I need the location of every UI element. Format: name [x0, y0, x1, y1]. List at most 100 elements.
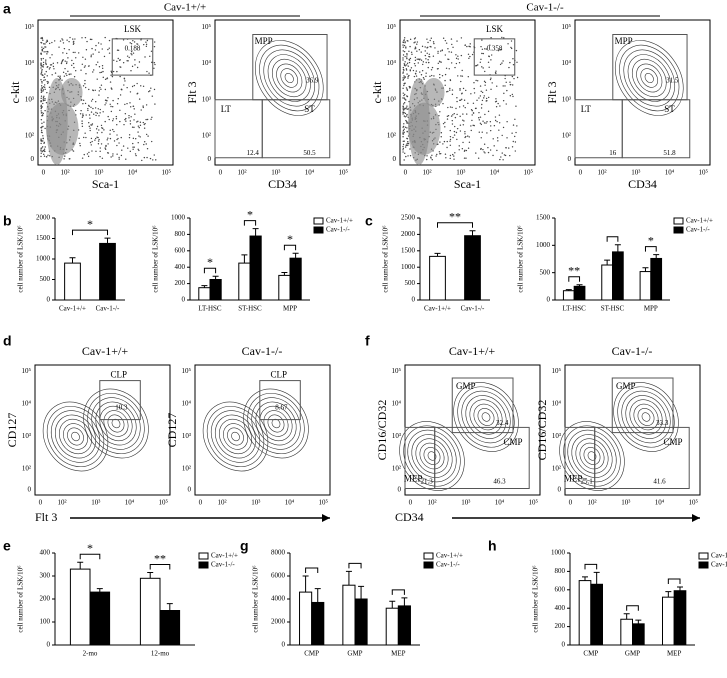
y-tick-label: 10⁵ [25, 23, 35, 31]
event-dot [449, 79, 452, 81]
event-dot [103, 129, 105, 131]
event-dot [452, 153, 454, 156]
legend-swatch [198, 552, 209, 560]
x-tick-label: MEP [391, 650, 406, 658]
event-dot [96, 125, 99, 128]
event-dot [449, 129, 451, 132]
event-dot [119, 75, 121, 78]
y-axis-label: cell number of LSK/10⁶ [382, 225, 390, 293]
event-dot [504, 85, 506, 87]
event-dot [449, 140, 451, 142]
event-dot [426, 155, 428, 157]
event-dot [116, 153, 118, 155]
event-dot [143, 123, 145, 126]
gate-label: MPP [255, 36, 273, 46]
y-tick-label: 10³ [392, 432, 401, 440]
event-dot [51, 74, 53, 76]
event-dot [84, 36, 87, 39]
y-tick-label: 0 [412, 296, 416, 304]
event-dot [468, 141, 471, 143]
event-dot [104, 88, 107, 91]
event-dot [414, 72, 417, 75]
event-dot [406, 127, 408, 129]
x-tick-label: 10³ [94, 169, 103, 177]
legend-label: Cav-1+/+ [211, 552, 238, 560]
event-dot [64, 155, 66, 157]
event-dot [439, 77, 441, 79]
event-dot [425, 61, 427, 64]
event-dot [56, 62, 59, 64]
event-dot [405, 87, 408, 89]
event-dot [41, 106, 43, 108]
event-dot [460, 75, 462, 77]
event-dot [40, 57, 42, 60]
event-dot [468, 45, 470, 48]
genotype-header: Cav-1+/+ [164, 2, 206, 14]
error-bar [677, 586, 683, 591]
event-dot [133, 41, 136, 43]
event-dot [99, 155, 101, 158]
bar [673, 590, 687, 646]
event-dot [499, 158, 501, 161]
event-dot [43, 79, 45, 82]
event-dot [406, 57, 408, 60]
event-dot [91, 140, 93, 143]
event-dot [40, 155, 42, 158]
gate [434, 426, 530, 489]
bar [650, 257, 663, 301]
bar [342, 584, 356, 646]
event-dot [459, 130, 462, 132]
event-dot [96, 112, 99, 114]
event-dot [41, 115, 43, 117]
event-dot [451, 89, 454, 91]
event-dot [51, 41, 53, 44]
event-dot [84, 65, 86, 67]
event-dot [98, 94, 100, 96]
event-dot [461, 69, 463, 72]
event-dot [494, 101, 497, 103]
event-dot [462, 105, 465, 107]
event-dot [47, 82, 49, 85]
y-tick-label: 10⁴ [387, 59, 397, 67]
y-axis-label: cell number of LSK/10⁶ [532, 565, 540, 633]
event-dot [497, 102, 499, 105]
event-dot [514, 118, 516, 120]
x-tick-label: 0 [579, 169, 583, 177]
event-dot [46, 39, 48, 41]
event-dot [481, 103, 483, 106]
event-dot [498, 129, 500, 131]
event-dot [511, 132, 513, 134]
event-dot [439, 152, 442, 155]
event-dot [83, 66, 86, 68]
event-dot [451, 123, 454, 125]
event-dot [106, 77, 109, 79]
y-tick-label: 200 [555, 622, 566, 630]
event-dot [474, 107, 477, 110]
event-dot [436, 153, 438, 156]
event-dot [65, 73, 67, 75]
event-dot [40, 110, 42, 112]
bar [429, 255, 446, 301]
event-dot [459, 88, 461, 90]
bar [159, 610, 181, 646]
significance-bracket [243, 220, 257, 226]
event-dot [483, 143, 486, 145]
event-dot [94, 107, 97, 109]
event-dot [461, 75, 464, 77]
bar [662, 596, 675, 646]
event-dot [138, 135, 140, 137]
event-dot [408, 50, 410, 52]
event-dot [510, 47, 513, 50]
significance-mark: * [287, 232, 293, 246]
event-dot [497, 140, 499, 142]
x-tick-label: 0 [39, 499, 43, 507]
contour [613, 382, 679, 452]
event-dot [151, 116, 153, 119]
event-dot [151, 140, 153, 143]
event-dot [108, 47, 110, 49]
x-tick-label: 10² [427, 499, 436, 507]
event-dot [43, 84, 46, 86]
gate-label: CMP [503, 437, 522, 447]
contour [411, 434, 453, 478]
event-dot [428, 55, 430, 58]
